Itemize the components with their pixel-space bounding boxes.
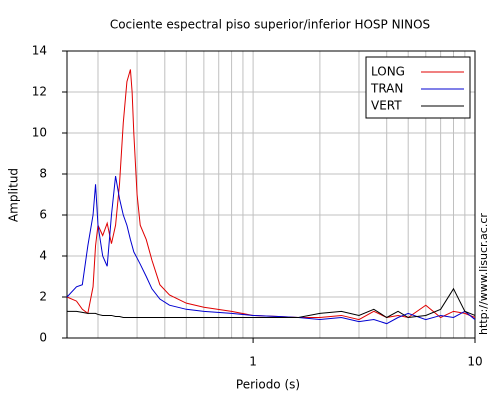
data-line bbox=[66, 175, 476, 325]
x-tick-label: 10 bbox=[467, 355, 482, 369]
x-axis-label: Periodo (s) bbox=[236, 378, 300, 392]
y-tick-label: 0 bbox=[39, 331, 47, 345]
legend-box bbox=[365, 56, 471, 119]
plot-frame bbox=[66, 50, 476, 339]
legend-label: TRAN bbox=[370, 82, 403, 96]
data-line bbox=[66, 69, 476, 321]
chart-title: Cociente espectral piso superior/inferio… bbox=[110, 18, 430, 32]
y-tick-label: 8 bbox=[39, 167, 47, 181]
y-tick-label: 10 bbox=[32, 126, 47, 140]
legend-label: LONG bbox=[371, 65, 405, 79]
y-tick-label: 14 bbox=[32, 44, 47, 58]
y-tick-label: 12 bbox=[32, 85, 47, 99]
y-axis-label: Amplitud bbox=[7, 168, 21, 222]
x-tick-label: 1 bbox=[249, 355, 257, 369]
data-line bbox=[67, 287, 476, 319]
y-tick-label: 6 bbox=[39, 208, 47, 222]
annotation: http://www.lisucr.ac.cr bbox=[477, 213, 490, 335]
legend-label: VERT bbox=[371, 99, 402, 113]
y-tick-label: 2 bbox=[39, 290, 47, 304]
y-tick-label: 4 bbox=[39, 249, 47, 263]
